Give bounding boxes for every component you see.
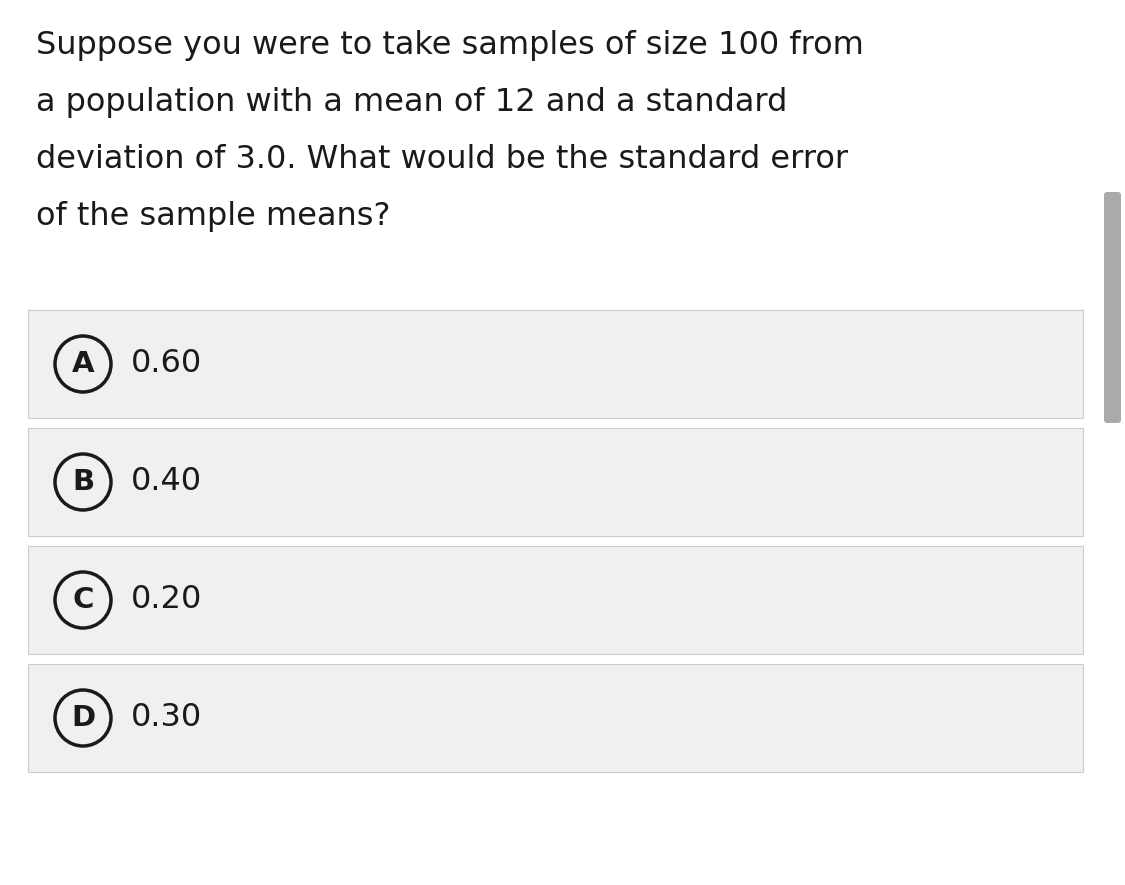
- Text: 0.20: 0.20: [130, 584, 202, 615]
- FancyBboxPatch shape: [28, 310, 1083, 418]
- Text: a population with a mean of 12 and a standard: a population with a mean of 12 and a sta…: [36, 87, 787, 118]
- Text: B: B: [72, 468, 94, 496]
- Text: C: C: [72, 586, 93, 614]
- Text: Suppose you were to take samples of size 100 from: Suppose you were to take samples of size…: [36, 30, 864, 61]
- Text: 0.60: 0.60: [130, 349, 202, 380]
- FancyBboxPatch shape: [1104, 192, 1120, 423]
- Text: D: D: [71, 704, 94, 732]
- FancyBboxPatch shape: [28, 428, 1083, 536]
- FancyBboxPatch shape: [28, 664, 1083, 772]
- Text: 0.40: 0.40: [130, 466, 202, 497]
- Text: of the sample means?: of the sample means?: [36, 201, 390, 232]
- FancyBboxPatch shape: [28, 546, 1083, 654]
- Text: deviation of 3.0. What would be the standard error: deviation of 3.0. What would be the stan…: [36, 144, 848, 175]
- Text: 0.30: 0.30: [130, 703, 202, 734]
- Text: A: A: [72, 350, 94, 378]
